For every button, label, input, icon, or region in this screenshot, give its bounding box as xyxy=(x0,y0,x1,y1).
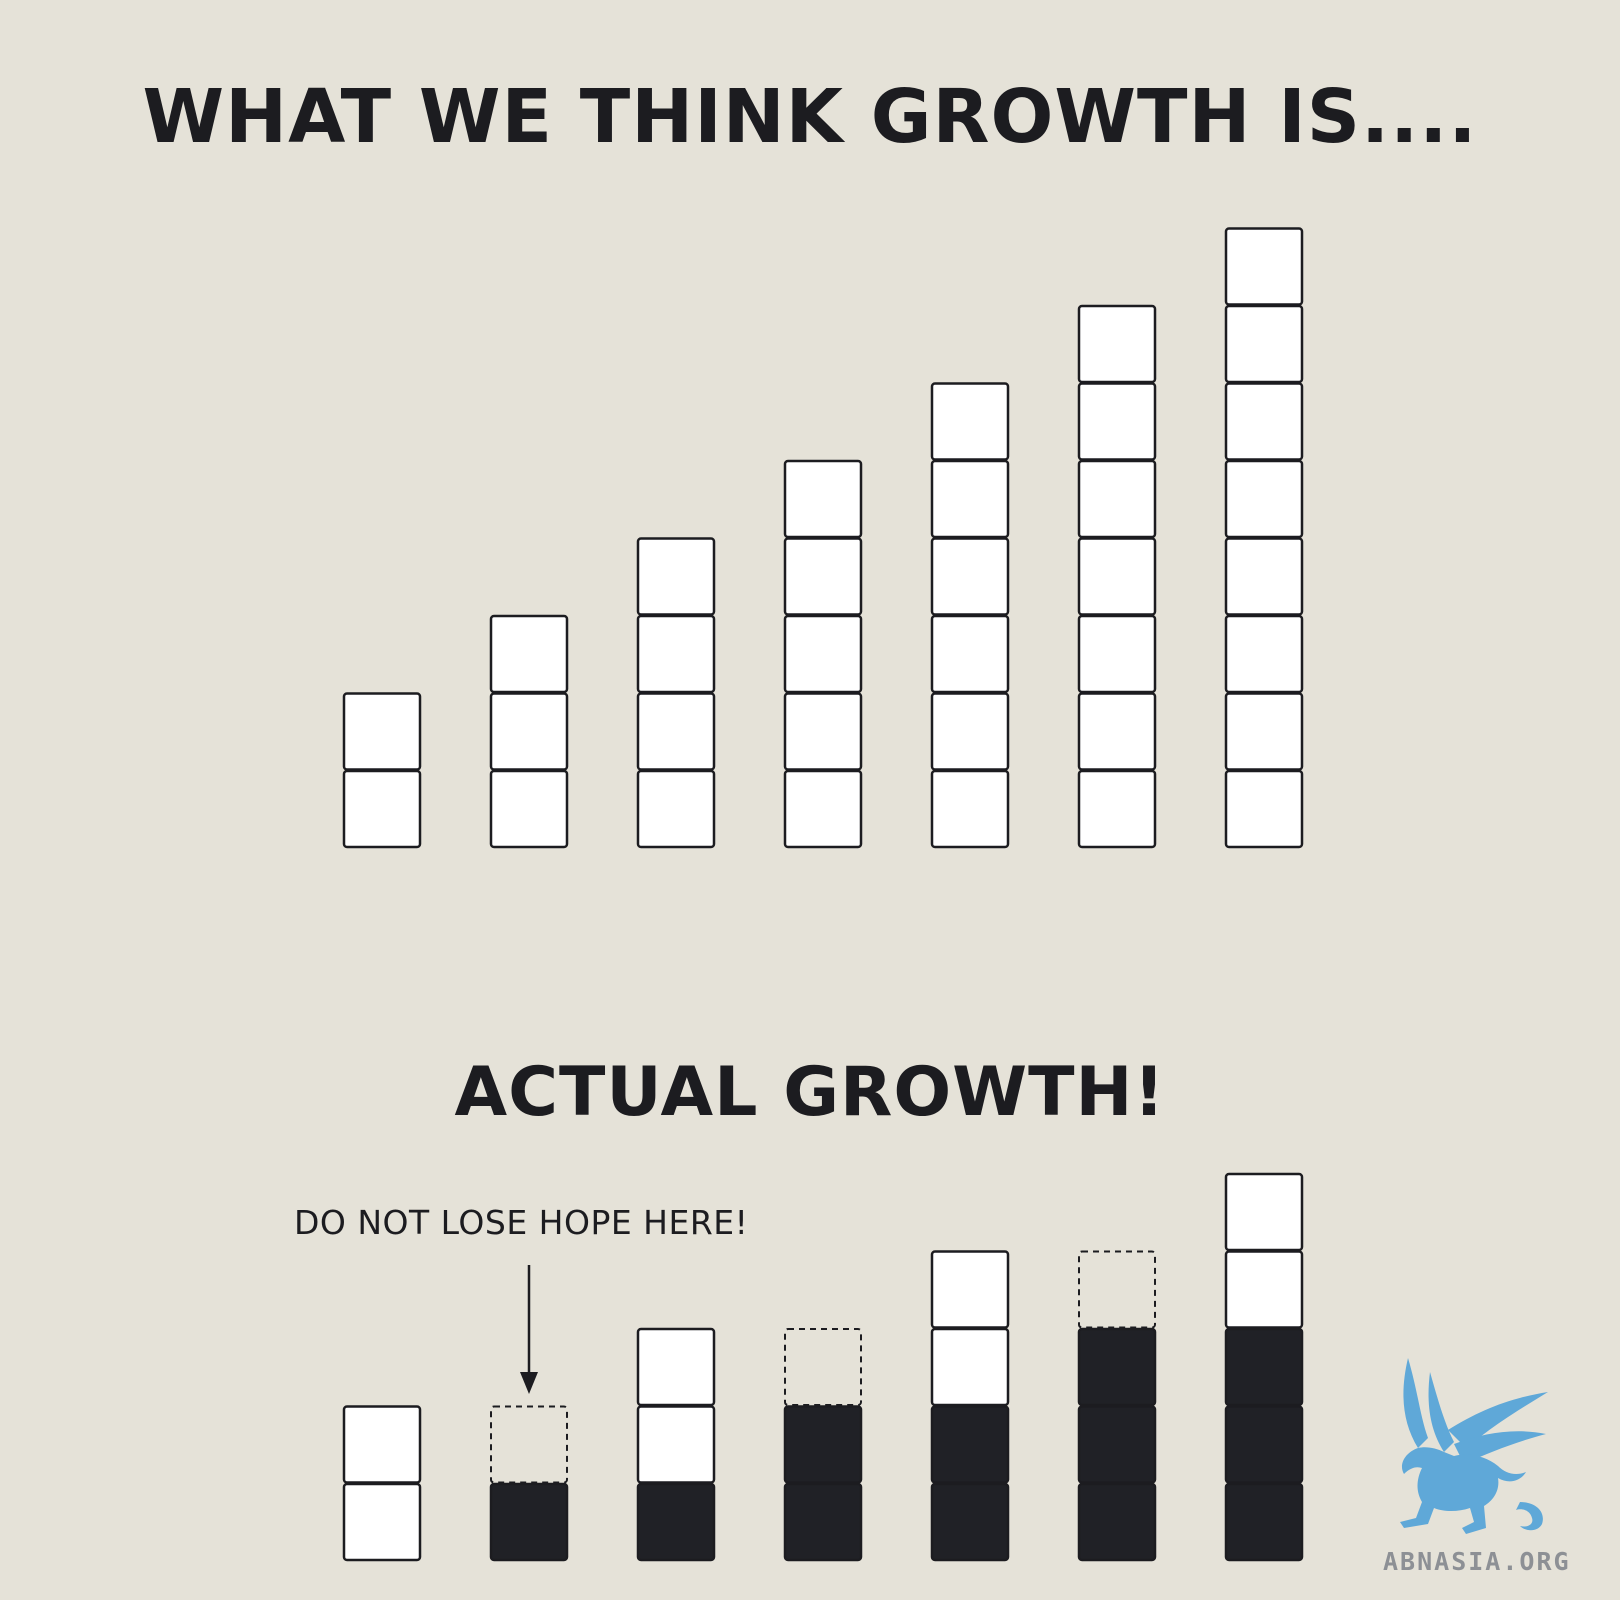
expected-block xyxy=(1224,614,1304,694)
filled-block xyxy=(1224,1405,1304,1484)
expected-block xyxy=(1077,537,1157,616)
expected-block xyxy=(783,692,863,771)
expected-block xyxy=(342,692,422,771)
actual-block xyxy=(930,1250,1010,1329)
expected-block xyxy=(1077,304,1157,384)
missing-block xyxy=(784,1328,862,1406)
filled-block xyxy=(1077,1327,1157,1407)
expected-block xyxy=(489,692,569,771)
actual-block xyxy=(1224,1172,1304,1252)
expected-block xyxy=(930,537,1010,616)
expected-block xyxy=(1077,614,1157,694)
expected-block xyxy=(636,769,716,849)
expected-block xyxy=(930,769,1010,849)
expected-block xyxy=(1224,382,1304,461)
actual-block xyxy=(342,1482,422,1562)
expected-block xyxy=(636,614,716,694)
missing-block xyxy=(1078,1250,1156,1329)
filled-block xyxy=(1077,1405,1157,1484)
filled-block xyxy=(636,1482,716,1562)
missing-block xyxy=(490,1405,568,1484)
expected-block xyxy=(1224,537,1304,616)
expected-block xyxy=(636,692,716,771)
expected-growth-columns xyxy=(342,227,1304,849)
expected-block xyxy=(1224,769,1304,849)
filled-block xyxy=(930,1482,1010,1562)
filled-block xyxy=(930,1405,1010,1484)
expected-block xyxy=(636,537,716,616)
expected-block xyxy=(930,382,1010,461)
actual-block xyxy=(636,1405,716,1484)
expected-block xyxy=(342,769,422,849)
expected-block xyxy=(930,614,1010,694)
expected-block xyxy=(930,459,1010,539)
filled-block xyxy=(1077,1482,1157,1562)
filled-block xyxy=(489,1482,569,1562)
actual-block xyxy=(636,1327,716,1407)
watermark-text: ABNASIA.ORG xyxy=(1383,1547,1571,1576)
griffin-logo-icon xyxy=(1400,1358,1548,1534)
expected-block xyxy=(489,769,569,849)
filled-block xyxy=(783,1405,863,1484)
expected-block xyxy=(1224,304,1304,384)
expected-block xyxy=(930,692,1010,771)
expected-block xyxy=(489,614,569,694)
expected-block xyxy=(783,614,863,694)
annotation-label: DO NOT LOSE HOPE HERE! xyxy=(294,1203,749,1242)
expected-block xyxy=(1224,227,1304,306)
expected-block xyxy=(1077,769,1157,849)
actual-growth-columns xyxy=(342,1172,1304,1562)
title-actual-growth: ACTUAL GROWTH! xyxy=(454,1053,1166,1132)
expected-block xyxy=(1224,692,1304,771)
expected-block xyxy=(783,537,863,616)
expected-block xyxy=(783,459,863,539)
filled-block xyxy=(783,1482,863,1562)
filled-block xyxy=(1224,1482,1304,1562)
actual-block xyxy=(342,1405,422,1484)
filled-block xyxy=(1224,1327,1304,1407)
expected-block xyxy=(1077,382,1157,461)
title-what-we-think: WHAT WE THINK GROWTH IS.... xyxy=(142,74,1478,160)
actual-block xyxy=(1224,1250,1304,1329)
expected-block xyxy=(783,769,863,849)
actual-block xyxy=(930,1327,1010,1407)
expected-block xyxy=(1077,459,1157,539)
arrow-head-icon xyxy=(520,1372,538,1394)
expected-block xyxy=(1224,459,1304,539)
annotation-arrow xyxy=(520,1265,538,1394)
expected-block xyxy=(1077,692,1157,771)
